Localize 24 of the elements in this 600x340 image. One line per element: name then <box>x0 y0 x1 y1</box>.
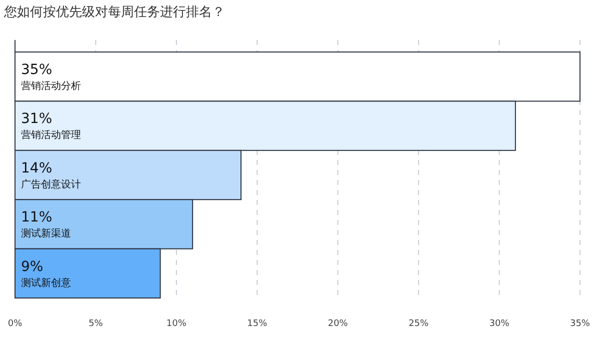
x-tick-label: 0% <box>8 319 23 329</box>
x-tick-label: 35% <box>570 319 590 329</box>
y-tick-label: 测试新渠道 <box>21 228 71 240</box>
x-tick-label: 30% <box>489 319 510 329</box>
x-tick-label: 10% <box>166 319 187 329</box>
data-label: 14% <box>21 160 52 176</box>
data-label: 11% <box>21 210 52 226</box>
data-label: 35% <box>21 62 52 78</box>
y-tick-label: 广告创意设计 <box>21 178 81 190</box>
bar: 9% 测试新创意 <box>14 248 161 298</box>
bar: 14% 广告创意设计 <box>14 150 242 200</box>
bar: 35% 营销活动分析 <box>14 52 580 102</box>
x-tick-label: 15% <box>247 319 268 329</box>
bar: 31% 营销活动管理 <box>14 100 516 151</box>
chart-title: 您如何按优先级对每周任务进行排名？ <box>3 5 225 20</box>
data-label: 9% <box>21 258 44 275</box>
y-tick-label: 营销活动分析 <box>21 80 81 92</box>
x-tick-label: 25% <box>408 319 430 329</box>
x-tick-label: 20% <box>328 319 348 329</box>
y-tick-label: 营销活动管理 <box>21 129 81 142</box>
x-tick-label: 5% <box>88 319 104 329</box>
bar: 11% 测试新渠道 <box>14 199 194 250</box>
y-tick-label: 测试新创意 <box>21 276 71 289</box>
data-label: 31% <box>21 111 52 128</box>
